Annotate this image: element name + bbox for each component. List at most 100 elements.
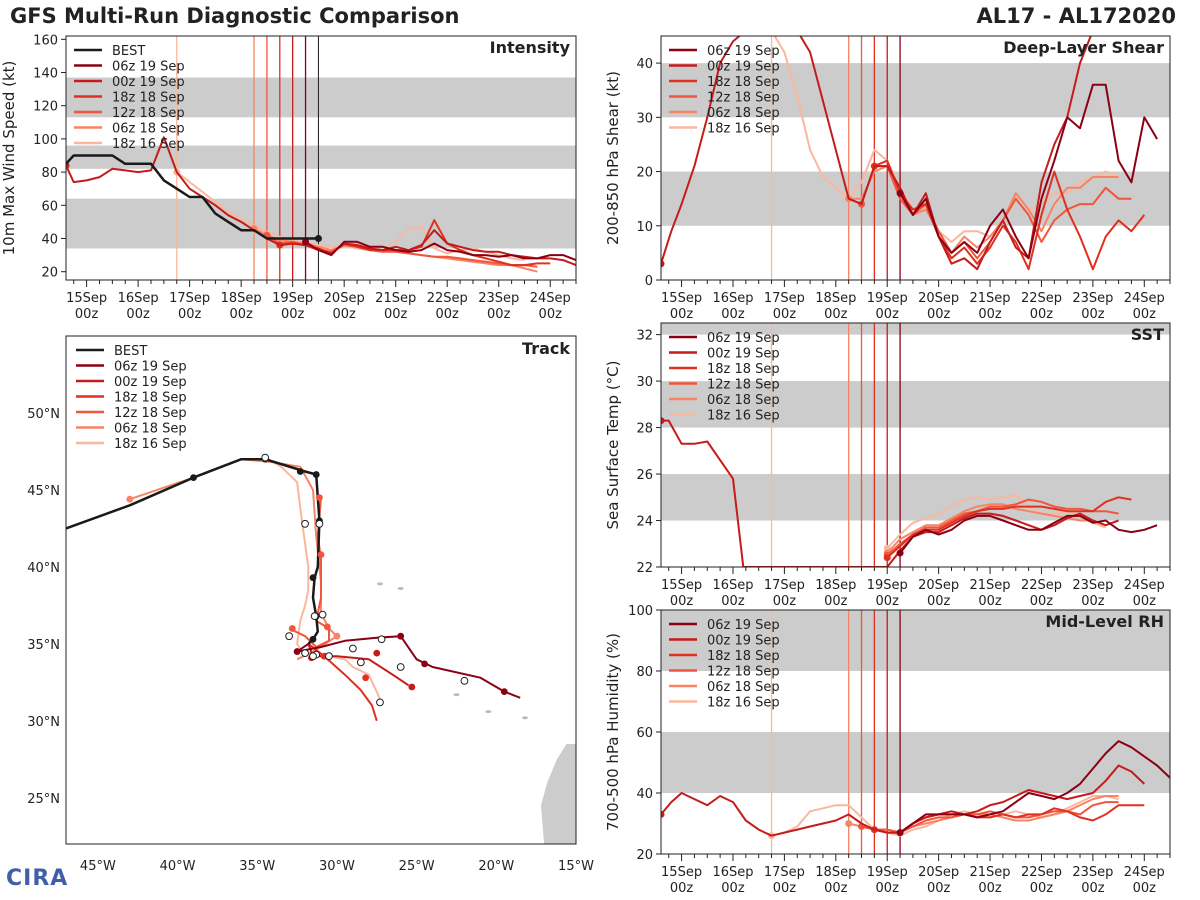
y-tick-label: 120 — [33, 100, 58, 115]
x-tick-label-line: 16Sep — [118, 291, 159, 306]
x-tick-label: 20Sep 00z — [918, 578, 959, 609]
x-tick-label-line: 15Sep — [66, 291, 107, 306]
x-tick-label-line: 20Sep — [918, 291, 959, 306]
series-line-06z-19-sep — [899, 514, 1158, 554]
x-tick-label-line: 00z — [436, 307, 460, 322]
x-tick-label-line: 00z — [332, 307, 356, 322]
legend-label: 18z 16 Sep — [707, 409, 780, 424]
x-tick-label: 22Sep 00z — [427, 291, 468, 322]
x-tick-label: 40°W — [160, 859, 196, 874]
x-tick-label: 23Sep 00z — [1072, 291, 1113, 322]
y-tick-label: 60 — [41, 199, 58, 214]
track-point — [317, 551, 325, 558]
x-tick-label: 19Sep 00z — [867, 291, 908, 322]
y-axis-label: 10m Max Wind Speed (kt) — [0, 61, 18, 256]
x-tick-label-line: 23Sep — [1072, 865, 1113, 880]
shaded-band — [661, 474, 1170, 521]
track-point — [190, 474, 197, 482]
legend-label: 06z 19 Sep — [112, 60, 185, 75]
y-tick-label: 22 — [636, 561, 653, 576]
y-axis-label: Sea Surface Temp (°C) — [604, 360, 622, 529]
legend-label: 18z 18 Sep — [707, 362, 780, 377]
track-point — [315, 519, 324, 528]
x-tick-label-line: 00z — [773, 307, 797, 322]
x-tick-label-line: 00z — [927, 881, 951, 896]
track-point — [261, 453, 270, 462]
x-tick-label: 15Sep 00z — [661, 865, 702, 896]
island-shape — [485, 710, 492, 714]
x-tick-label-line: 21Sep — [375, 291, 416, 306]
x-tick-label: 16Sep 00z — [118, 291, 159, 322]
legend-label: 00z 19 Sep — [707, 60, 780, 75]
track-point — [323, 623, 331, 631]
x-tick-label-line: 00z — [876, 307, 900, 322]
series-line-best — [66, 154, 319, 240]
x-tick-label: 21Sep 00z — [970, 291, 1011, 322]
x-tick-label-line: 22Sep — [427, 291, 468, 306]
panel-title: Track — [522, 339, 570, 358]
x-tick-label: 20°W — [478, 859, 514, 874]
panel-track: 45°W 40°W 35°W 30°W 25°W 20°W 15°W 25°N 30°N 35°N… — [27, 335, 594, 874]
x-tick-label: 15°W — [558, 859, 594, 874]
legend-label: 12z 18 Sep — [707, 665, 780, 680]
x-tick-label: 23Sep 00z — [1072, 865, 1113, 896]
plot-area — [66, 336, 576, 844]
y-tick-label: 80 — [636, 665, 653, 680]
x-tick-label-line: 00z — [126, 307, 150, 322]
y-tick-label: 30 — [636, 375, 653, 390]
x-tick-label-line: 00z — [229, 307, 253, 322]
land-shape — [540, 743, 576, 844]
x-tick-label-line: 18Sep — [815, 578, 856, 593]
y-tick-label: 26 — [636, 468, 653, 483]
x-tick-label-line: 00z — [978, 594, 1002, 609]
y-tick-label: 32 — [636, 329, 653, 344]
plot-frame — [660, 35, 1171, 281]
x-tick-label-line: 00z — [178, 307, 202, 322]
legend-label: 12z 18 Sep — [114, 406, 187, 421]
x-tick-label-line: 19Sep — [272, 291, 313, 306]
y-tick-label: 20 — [636, 848, 653, 863]
legend-label: 12z 18 Sep — [707, 91, 780, 106]
series-line-06z-19-sep — [899, 83, 1158, 260]
track-point — [310, 612, 319, 621]
x-tick-label-line: 00z — [1133, 307, 1157, 322]
series-line-00z-19-sep — [66, 136, 576, 267]
y-tick-label: 20 — [636, 166, 653, 181]
y-tick-label: 30°N — [27, 715, 60, 730]
y-tick-label: 10 — [636, 220, 653, 235]
x-tick-label-line: 00z — [384, 307, 408, 322]
x-tick-label: 15Sep 00z — [661, 578, 702, 609]
plot-area — [661, 610, 1170, 854]
x-tick-label: 17Sep 00z — [764, 865, 805, 896]
x-tick-label: 20Sep 00z — [918, 291, 959, 322]
track-point — [376, 698, 384, 707]
x-tick-label-line: 00z — [721, 307, 745, 322]
init-marker — [768, 27, 775, 34]
x-tick-label: 21Sep 00z — [970, 865, 1011, 896]
track-point — [312, 471, 320, 478]
x-tick-label-line: 00z — [1133, 881, 1157, 896]
track-point — [396, 663, 405, 671]
plot-frame — [65, 35, 577, 281]
x-tick-label-line: 00z — [1133, 594, 1157, 609]
y-tick-label: 40 — [636, 57, 653, 72]
panel-title: SST — [1131, 325, 1164, 344]
x-tick-label-line: 19Sep — [867, 578, 908, 593]
x-tick-label-line: 00z — [1081, 594, 1105, 609]
shaded-band — [661, 732, 1170, 793]
legend-label: 06z 19 Sep — [114, 360, 187, 375]
x-tick-label-line: 16Sep — [712, 578, 753, 593]
track-point — [421, 660, 428, 668]
series-line-06z-19-sep — [304, 240, 576, 262]
track-point — [293, 648, 301, 655]
x-tick-label-line: 00z — [824, 594, 848, 609]
legend-label: BEST — [114, 344, 147, 359]
x-tick-label: 18Sep 00z — [815, 578, 856, 609]
track-point — [301, 519, 309, 528]
x-tick-label-line: 16Sep — [712, 291, 753, 306]
track-point — [309, 635, 317, 643]
x-tick-label: 21Sep 00z — [970, 578, 1011, 609]
legend-label: 18z 18 Sep — [112, 91, 185, 106]
